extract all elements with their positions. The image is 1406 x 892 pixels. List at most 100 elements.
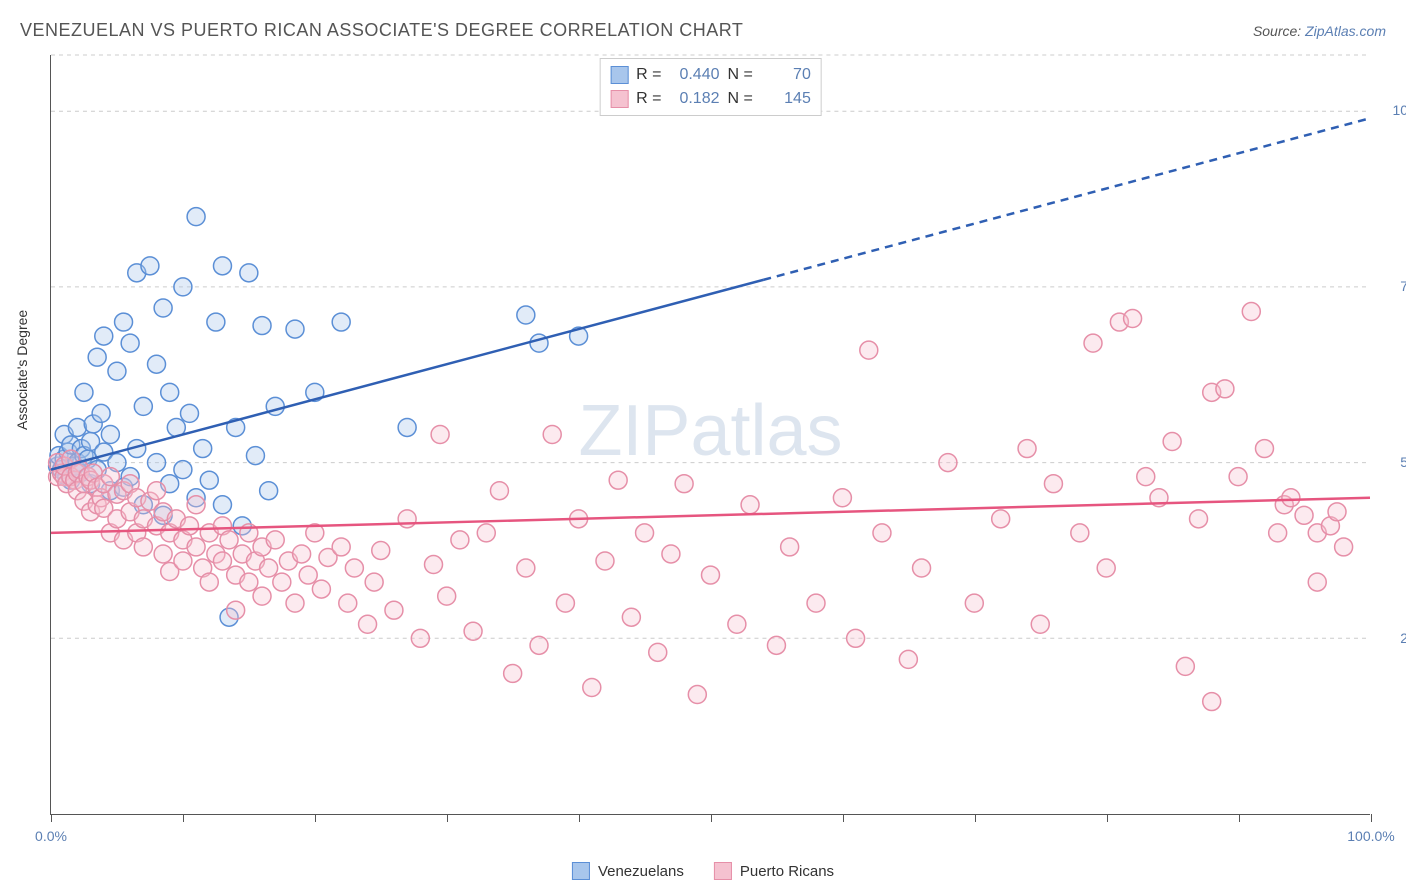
point-puerto-ricans <box>148 482 166 500</box>
point-puerto-ricans <box>965 594 983 612</box>
point-puerto-ricans <box>213 552 231 570</box>
bottom-legend: Venezuelans Puerto Ricans <box>572 862 834 880</box>
point-puerto-ricans <box>451 531 469 549</box>
point-puerto-ricans <box>1071 524 1089 542</box>
trendline-dashed <box>763 118 1370 280</box>
point-puerto-ricans <box>253 587 271 605</box>
point-puerto-ricans <box>649 643 667 661</box>
xtick <box>843 814 844 822</box>
point-puerto-ricans <box>154 545 172 563</box>
point-puerto-ricans <box>702 566 720 584</box>
point-puerto-ricans <box>240 573 258 591</box>
point-puerto-ricans <box>299 566 317 584</box>
point-puerto-ricans <box>372 541 390 559</box>
point-venezuelans <box>398 418 416 436</box>
point-puerto-ricans <box>332 538 350 556</box>
source-link[interactable]: ZipAtlas.com <box>1305 23 1386 39</box>
point-venezuelans <box>154 299 172 317</box>
r-label: R = <box>636 63 661 87</box>
point-puerto-ricans <box>675 475 693 493</box>
point-venezuelans <box>174 461 192 479</box>
point-venezuelans <box>148 454 166 472</box>
point-venezuelans <box>108 362 126 380</box>
legend-label-0: Venezuelans <box>598 863 684 880</box>
point-puerto-ricans <box>1255 440 1273 458</box>
point-puerto-ricans <box>438 587 456 605</box>
point-venezuelans <box>213 496 231 514</box>
point-puerto-ricans <box>345 559 363 577</box>
trend-lines <box>51 118 1370 533</box>
legend-item-1: Puerto Ricans <box>714 862 834 880</box>
point-puerto-ricans <box>260 559 278 577</box>
chart-header: VENEZUELAN VS PUERTO RICAN ASSOCIATE'S D… <box>20 20 1386 41</box>
point-puerto-ricans <box>873 524 891 542</box>
point-puerto-ricans <box>913 559 931 577</box>
point-venezuelans <box>253 317 271 335</box>
point-puerto-ricans <box>781 538 799 556</box>
xtick <box>711 814 712 822</box>
point-venezuelans <box>240 264 258 282</box>
point-puerto-ricans <box>1295 506 1313 524</box>
n-label: N = <box>728 87 753 111</box>
point-puerto-ricans <box>1308 573 1326 591</box>
xtick <box>579 814 580 822</box>
chart-title: VENEZUELAN VS PUERTO RICAN ASSOCIATE'S D… <box>20 20 743 41</box>
point-puerto-ricans <box>365 573 383 591</box>
point-venezuelans <box>134 397 152 415</box>
point-puerto-ricans <box>490 482 508 500</box>
swatch-series-0 <box>572 862 590 880</box>
r-value-0: 0.440 <box>670 63 720 87</box>
point-venezuelans <box>148 355 166 373</box>
swatch-series-0 <box>610 66 628 84</box>
point-venezuelans <box>115 313 133 331</box>
xtick <box>447 814 448 822</box>
point-venezuelans <box>200 471 218 489</box>
plot-area: ZIPatlas R = 0.440 N = 70 R = 0.182 N = … <box>50 55 1370 815</box>
point-venezuelans <box>332 313 350 331</box>
legend-item-0: Venezuelans <box>572 862 684 880</box>
point-venezuelans <box>68 418 86 436</box>
r-value-1: 0.182 <box>670 87 720 111</box>
point-puerto-ricans <box>1242 303 1260 321</box>
point-venezuelans <box>161 383 179 401</box>
point-puerto-ricans <box>662 545 680 563</box>
point-puerto-ricans <box>833 489 851 507</box>
point-puerto-ricans <box>899 650 917 668</box>
stats-row-0: R = 0.440 N = 70 <box>610 63 811 87</box>
y-axis-label: Associate's Degree <box>14 310 30 430</box>
ytick-label: 100.0% <box>1380 102 1406 118</box>
n-label: N = <box>728 63 753 87</box>
point-venezuelans <box>286 320 304 338</box>
point-venezuelans <box>194 440 212 458</box>
xtick <box>975 814 976 822</box>
point-venezuelans <box>174 278 192 296</box>
point-puerto-ricans <box>187 496 205 514</box>
point-puerto-ricans <box>1216 380 1234 398</box>
point-puerto-ricans <box>200 573 218 591</box>
xtick <box>1371 814 1372 822</box>
swatch-series-1 <box>714 862 732 880</box>
point-puerto-ricans <box>741 496 759 514</box>
point-puerto-ricans <box>609 471 627 489</box>
point-puerto-ricans <box>266 531 284 549</box>
point-puerto-ricans <box>293 545 311 563</box>
point-puerto-ricans <box>1328 503 1346 521</box>
point-puerto-ricans <box>273 573 291 591</box>
ytick-label: 75.0% <box>1380 278 1406 294</box>
xtick <box>183 814 184 822</box>
scatter-points <box>49 208 1353 711</box>
point-puerto-ricans <box>312 580 330 598</box>
point-puerto-ricans <box>1335 538 1353 556</box>
point-puerto-ricans <box>1031 615 1049 633</box>
ytick-label: 50.0% <box>1380 454 1406 470</box>
point-puerto-ricans <box>359 615 377 633</box>
point-venezuelans <box>92 404 110 422</box>
point-puerto-ricans <box>1203 693 1221 711</box>
point-puerto-ricans <box>1097 559 1115 577</box>
point-puerto-ricans <box>596 552 614 570</box>
xtick <box>1239 814 1240 822</box>
point-puerto-ricans <box>583 679 601 697</box>
point-puerto-ricans <box>464 622 482 640</box>
point-venezuelans <box>213 257 231 275</box>
point-puerto-ricans <box>1282 489 1300 507</box>
